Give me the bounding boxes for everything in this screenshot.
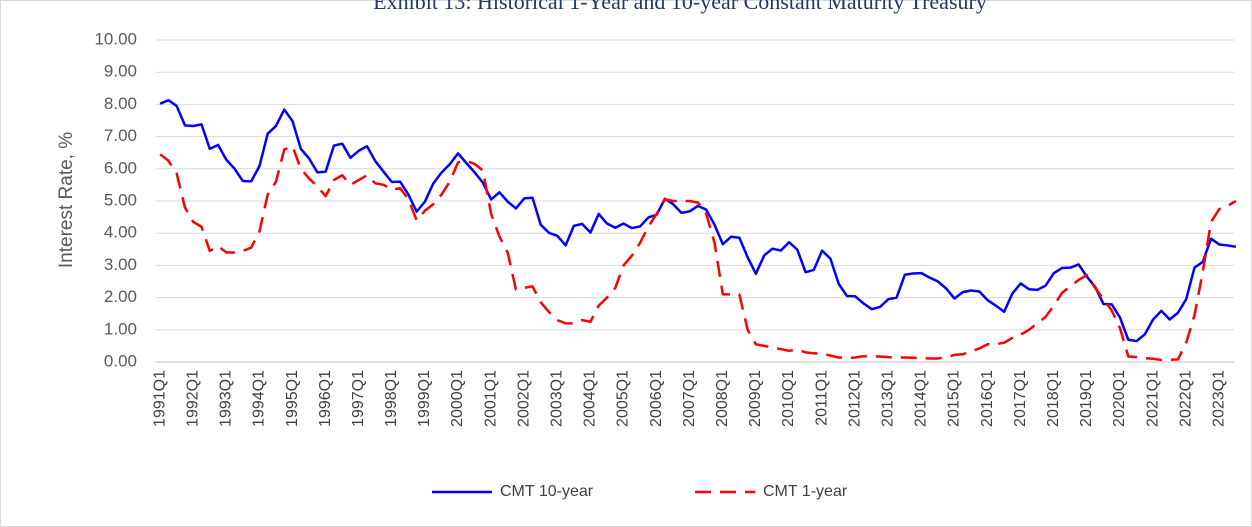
y-tick-label: 10.00 <box>94 29 137 48</box>
x-tick-label: 1993Q1 <box>218 370 235 427</box>
x-tick-label: 1992Q1 <box>184 370 201 427</box>
y-tick-label: 9.00 <box>104 62 137 81</box>
y-tick-label: 0.00 <box>104 351 137 370</box>
x-tick-label: 1995Q1 <box>284 370 301 427</box>
x-tick-label: 1999Q1 <box>416 370 433 427</box>
x-tick-label: 2004Q1 <box>582 370 599 427</box>
x-tick-label: 2012Q1 <box>846 370 863 427</box>
x-tick-label: 1998Q1 <box>383 370 400 427</box>
chart-title: Exhibit 13: Historical 1-Year and 10-yea… <box>373 0 987 14</box>
legend-label: CMT 10-year <box>500 483 594 500</box>
x-tick-label: 2007Q1 <box>681 370 698 427</box>
y-tick-label: 5.00 <box>104 190 137 209</box>
y-tick-label: 8.00 <box>104 94 137 113</box>
x-tick-label: 2021Q1 <box>1144 370 1161 427</box>
x-tick-label: 1997Q1 <box>350 370 367 427</box>
y-tick-label: 4.00 <box>104 223 137 242</box>
x-tick-label: 2018Q1 <box>1045 370 1062 427</box>
x-tick-label: 2022Q1 <box>1177 370 1194 427</box>
x-tick-label: 2009Q1 <box>747 370 764 427</box>
x-tick-label: 2001Q1 <box>482 370 499 427</box>
x-tick-label: 2015Q1 <box>946 370 963 427</box>
legend-label: CMT 1-year <box>763 483 848 500</box>
x-tick-label: 2023Q1 <box>1211 370 1228 427</box>
x-tick-label: 1994Q1 <box>251 370 268 427</box>
y-tick-label: 6.00 <box>104 158 137 177</box>
x-tick-label: 1996Q1 <box>317 370 334 427</box>
y-tick-label: 2.00 <box>104 287 137 306</box>
x-tick-label: 2008Q1 <box>714 370 731 427</box>
y-axis-label: Interest Rate, % <box>56 132 77 268</box>
x-tick-label: 2019Q1 <box>1078 370 1095 427</box>
series-line <box>159 145 1237 362</box>
x-tick-label: 2006Q1 <box>648 370 665 427</box>
x-tick-label: 2005Q1 <box>615 370 632 427</box>
x-tick-label: 2013Q1 <box>880 370 897 427</box>
x-tick-label: 2000Q1 <box>449 370 466 427</box>
y-tick-label: 7.00 <box>104 126 137 145</box>
x-tick-label: 2010Q1 <box>780 370 797 427</box>
x-tick-label: 2016Q1 <box>979 370 996 427</box>
x-tick-label: 2017Q1 <box>1012 370 1029 427</box>
y-tick-label: 1.00 <box>104 319 137 338</box>
y-tick-label: 3.00 <box>104 255 137 274</box>
x-tick-label: 1991Q1 <box>151 370 168 427</box>
x-tick-label: 2002Q1 <box>515 370 532 427</box>
series-line <box>159 98 1237 343</box>
x-tick-label: 2003Q1 <box>549 370 566 427</box>
x-tick-label: 2020Q1 <box>1111 370 1128 427</box>
x-tick-label: 2011Q1 <box>813 370 830 426</box>
x-tick-label: 2014Q1 <box>913 370 930 427</box>
